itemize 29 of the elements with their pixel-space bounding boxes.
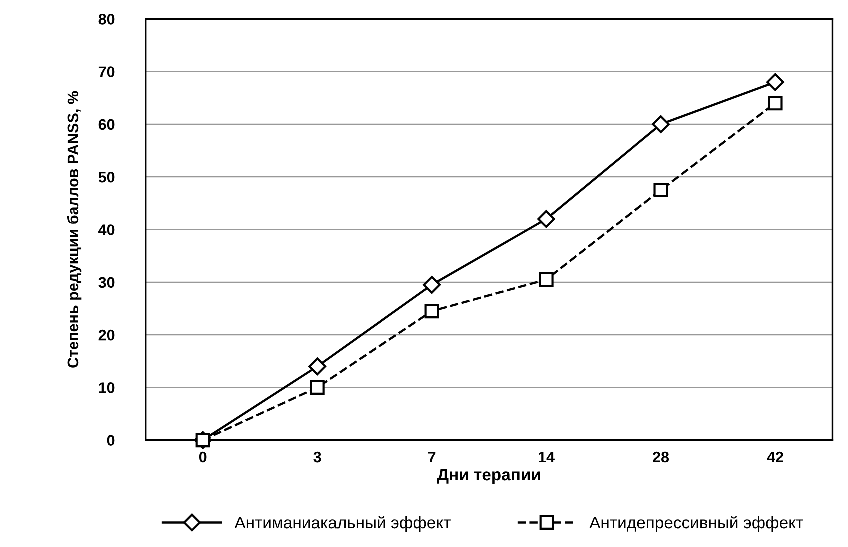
y-tick-label: 80 — [98, 14, 115, 25]
legend-label: Антиманиакальный эффект — [234, 516, 451, 532]
x-tick-label: 7 — [428, 452, 436, 463]
x-tick-label: 14 — [539, 452, 555, 463]
y-tick-label: 0 — [107, 435, 115, 446]
y-tick-label: 40 — [98, 224, 115, 236]
y-tick-label: 30 — [98, 277, 115, 288]
y-tick-label: 70 — [98, 66, 115, 78]
point — [768, 96, 783, 111]
point — [652, 116, 670, 134]
x-tick-label: 0 — [199, 452, 207, 463]
y-tick-label: 20 — [98, 330, 115, 341]
y-axis-title: Степень редукции баллов PANSS, % — [67, 91, 82, 368]
point — [766, 73, 784, 92]
legend-label: Антидепрессивный эффект — [590, 516, 804, 532]
point — [423, 276, 441, 294]
point — [308, 358, 326, 376]
point — [539, 272, 554, 288]
x-tick-label: 42 — [767, 452, 784, 463]
y-tick-label: 10 — [99, 382, 115, 394]
y-tick-label: 60 — [98, 119, 115, 130]
point — [538, 210, 556, 228]
point — [654, 182, 668, 198]
x-tick-label: 28 — [653, 452, 670, 463]
point — [310, 380, 325, 395]
x-tick-label: 3 — [314, 452, 322, 463]
y-tick-label: 50 — [98, 172, 115, 183]
point — [424, 304, 440, 319]
x-axis-title: Дни терапии — [437, 469, 540, 484]
